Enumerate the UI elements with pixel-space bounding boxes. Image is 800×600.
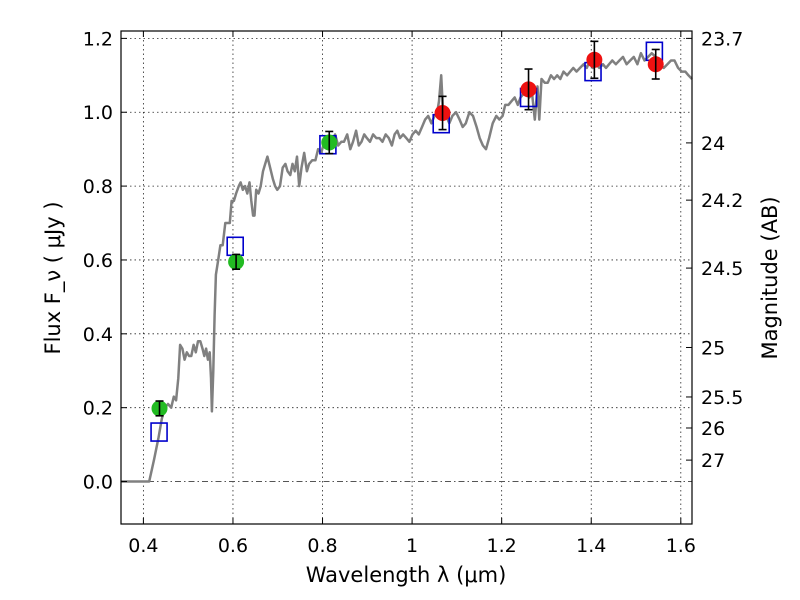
x-tick-label: 1.4: [576, 535, 606, 557]
ticks: 0.4 0.6 0.8 1 1.2 1.4 1.6 0.0 0.2 0.4 0.6 0.8 1.0 1.2…: [83, 28, 744, 557]
series-layer: [121, 40, 693, 483]
y-tick-label: 1.2: [83, 28, 113, 50]
y-tick-label: 0.4: [83, 324, 113, 346]
magnitude-tick-label: 26: [701, 418, 725, 440]
x-tick-label: 1.6: [666, 535, 696, 557]
magnitude-tick-label: 24.2: [701, 190, 743, 212]
sed-model-line: [121, 51, 693, 483]
magnitude-tick-label: 24: [701, 133, 725, 155]
x-tick-label: 0.4: [128, 535, 158, 557]
magnitude-tick-label: 25: [701, 337, 725, 359]
x-tick-label: 1.2: [487, 535, 517, 557]
y-tick-label: 0.0: [83, 472, 113, 494]
x-tick-label: 1: [406, 535, 418, 557]
plot-frame: [120, 30, 693, 525]
y-tick-label: 0.2: [83, 398, 113, 420]
y-axis-right-label: Magnitude (AB): [758, 196, 782, 359]
model-photometry-box: [150, 422, 168, 442]
magnitude-tick-label: 27: [701, 450, 725, 472]
x-tick-label: 0.6: [218, 535, 248, 557]
magnitude-tick-label: 25.5: [701, 387, 743, 409]
magnitude-tick-label: 24.5: [701, 258, 743, 280]
x-axis-label: Wavelength λ (μm): [306, 563, 507, 587]
y-tick-label: 1.0: [83, 102, 113, 124]
y-tick-label: 0.6: [83, 250, 113, 272]
x-tick-label: 0.8: [307, 535, 337, 557]
y-tick-label: 0.8: [83, 176, 113, 198]
y-axis-label: Flux F_ν ( μJy ): [41, 201, 66, 354]
magnitude-tick-label: 23.7: [701, 28, 743, 50]
grid: [121, 31, 692, 524]
